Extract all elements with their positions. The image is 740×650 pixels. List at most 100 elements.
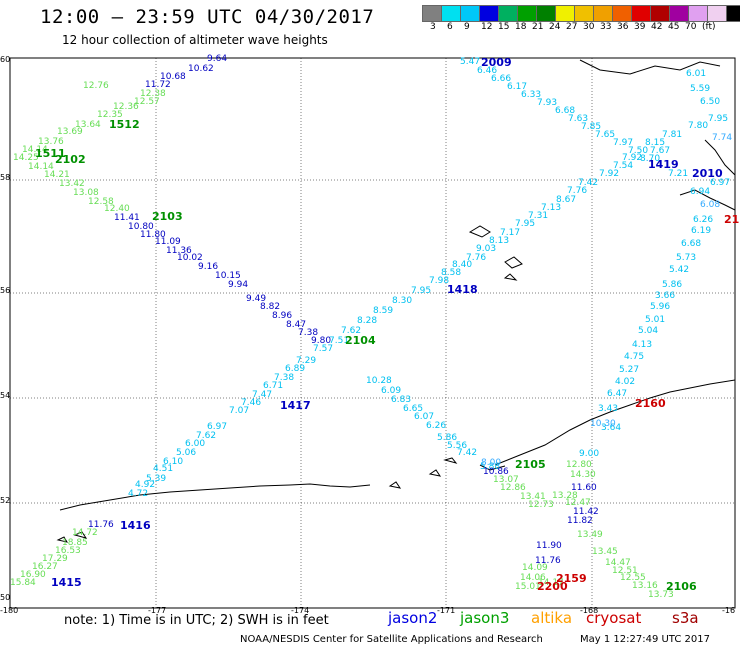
- wave-height-value: 6.94: [690, 187, 710, 197]
- timestamp-text: May 1 12:27:49 UTC 2017: [580, 634, 710, 645]
- lat-label: 50: [0, 593, 10, 602]
- wave-height-value: 9.94: [228, 280, 248, 290]
- wave-height-value: 14.09: [522, 563, 548, 573]
- wave-height-value: 4.02: [615, 377, 635, 387]
- wave-height-value: 9.49: [246, 294, 266, 304]
- wave-height-value: 5.01: [645, 315, 665, 325]
- wave-height-value: 10.80: [128, 222, 154, 232]
- wave-height-value: 6.65: [403, 404, 423, 414]
- wave-height-value: 14.25: [13, 153, 39, 163]
- wave-height-value: 5.06: [176, 448, 196, 458]
- wave-height-value: 15.84: [10, 578, 36, 588]
- wave-height-value: 13.08: [73, 188, 99, 198]
- lon-label: -180: [0, 606, 18, 615]
- wave-height-value: 7.42: [457, 448, 477, 458]
- wave-height-value: 10.86: [483, 467, 509, 477]
- scale-label: 42: [651, 22, 663, 32]
- wave-height-value: 5.88: [480, 462, 500, 472]
- wave-height-value: 5.59: [690, 84, 710, 94]
- lon-label: -174: [291, 606, 309, 615]
- wave-height-value: 7.92: [599, 169, 619, 179]
- wave-height-value: 6.33: [521, 90, 541, 100]
- wave-height-value: 7.50: [628, 146, 648, 156]
- wave-height-value: 13.76: [38, 137, 64, 147]
- wave-height-value: 8.30: [392, 296, 412, 306]
- wave-height-value: 4.72: [128, 489, 148, 499]
- lat-label: 54: [0, 391, 10, 400]
- scale-label: 30: [583, 22, 595, 32]
- scale-label: 9: [464, 22, 470, 32]
- page-subtitle: 12 hour collection of altimeter wave hei…: [62, 33, 328, 47]
- scale-label: 33: [600, 22, 612, 32]
- lat-label: 58: [0, 173, 10, 182]
- wave-height-value: 17.29: [42, 554, 68, 564]
- orbit-label: 21: [724, 213, 739, 226]
- longitude-labels: -180 -177 -174 -171 -168 -16: [0, 606, 735, 615]
- orbit-label: 1415: [51, 576, 82, 589]
- wave-height-value: 6.68: [681, 239, 701, 249]
- wave-height-value: 6.83: [391, 395, 411, 405]
- wave-height-value: 7.62: [196, 431, 216, 441]
- scale-swatch: [726, 5, 740, 22]
- wave-height-value: 13.45: [592, 547, 618, 557]
- wave-height-value: 10.02: [177, 253, 203, 263]
- wave-height-value: 11.72: [145, 80, 171, 90]
- wave-height-value: 13.28: [552, 491, 578, 501]
- wave-height-value: 11.82: [567, 516, 593, 526]
- wave-height-value: 6.47: [607, 389, 627, 399]
- wave-height-value: 6.97: [710, 178, 730, 188]
- wave-height-value: 12.38: [140, 89, 166, 99]
- wave-height-value: 7.80: [688, 121, 708, 131]
- wave-height-value: 11.90: [536, 541, 562, 551]
- wave-height-value: 3.66: [655, 291, 675, 301]
- wave-height-value: 12.51: [612, 566, 638, 576]
- wave-height-value: 13.49: [577, 530, 603, 540]
- wave-height-value: 13.64: [75, 120, 101, 130]
- orbit-label: 2009: [481, 56, 512, 69]
- credit-text: NOAA/NESDIS Center for Satellite Applica…: [240, 634, 543, 645]
- wave-height-value: 6.09: [381, 386, 401, 396]
- wave-height-value: 6.10: [163, 457, 183, 467]
- wave-height-value: 14.47: [605, 558, 631, 568]
- scale-label: 3: [430, 22, 436, 32]
- wave-height-value: 8.40: [452, 260, 472, 270]
- wave-height-value: 6.46: [477, 66, 497, 76]
- wave-height-value: 14.14: [28, 162, 54, 172]
- legend-s3a: s3a: [672, 609, 699, 627]
- lon-label: -16: [722, 606, 735, 615]
- wave-height-value: 7.07: [229, 406, 249, 416]
- wave-tracks: 4.724.925.394.516.105.066.007.626.977.07…: [10, 54, 732, 600]
- page-title: 12:00 — 23:59 UTC 04/30/2017: [40, 6, 375, 28]
- wave-height-value: 14.30: [570, 470, 596, 480]
- wave-height-value: 7.81: [662, 130, 682, 140]
- wave-height-value: 9.16: [198, 262, 218, 272]
- wave-height-value: 7.92: [622, 153, 642, 163]
- legend-jason2: jason2: [388, 609, 438, 627]
- wave-height-value: 10.68: [160, 72, 186, 82]
- wave-height-value: 6.07: [414, 412, 434, 422]
- wave-height-value: 7.67: [650, 146, 670, 156]
- wave-height-value: 5.96: [650, 302, 670, 312]
- wave-height-value: 5.27: [619, 365, 639, 375]
- wave-height-value: 12.80: [566, 460, 592, 470]
- wave-height-value: 10.15: [215, 271, 241, 281]
- lat-label: 52: [0, 496, 10, 505]
- wave-height-value: 7.47: [252, 390, 272, 400]
- wave-height-value: 6.66: [491, 74, 511, 84]
- wave-height-value: 7.76: [466, 253, 486, 263]
- wave-height-value: 3.43: [598, 404, 618, 414]
- wave-height-value: 8.28: [357, 316, 377, 326]
- wave-height-value: 7.93: [537, 98, 557, 108]
- coastline: [56, 59, 736, 543]
- wave-height-value: 13.73: [648, 590, 674, 600]
- wave-height-value: 11.60: [571, 483, 597, 493]
- wave-height-value: 6.50: [700, 97, 720, 107]
- lon-label: -177: [148, 606, 166, 615]
- wave-height-value: 7.57: [313, 344, 333, 354]
- wave-height-value: 14.14: [22, 145, 48, 155]
- scale-label: 18: [515, 22, 527, 32]
- wave-height-value: 5.39: [146, 474, 166, 484]
- wave-height-value: 4.92: [135, 480, 155, 490]
- lat-label: 56: [0, 286, 10, 295]
